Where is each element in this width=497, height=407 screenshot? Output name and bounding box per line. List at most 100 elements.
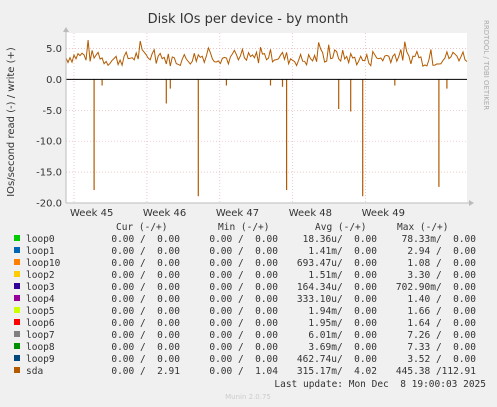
- rrdtool-side-label: RRDTOOL / TOBI OETIKER: [482, 20, 490, 110]
- legend-cur-loop2: 0.00 / 0.00: [111, 270, 180, 281]
- y-tick-label: -5.0: [42, 106, 62, 117]
- legend-min-loop10: 0.00 / 0.00: [209, 258, 278, 269]
- legend-swatch-loop9: [14, 355, 20, 361]
- legend-max-loop0: 78.33m/ 0.00: [402, 234, 477, 245]
- legend-cur-loop3: 0.00 / 0.00: [111, 282, 180, 293]
- legend: Cur (-/+) Min (-/+) Avg (-/+) Max (-/+) …: [14, 222, 476, 377]
- y-tick-labels: 5.0 0.0 -5.0 -10.0 -15.0 -20.0: [36, 44, 62, 210]
- legend-max-loop4: 1.40 / 0.00: [407, 294, 476, 305]
- x-tick-label: Week 45: [70, 208, 113, 219]
- y-tick-label: -10.0: [36, 137, 62, 148]
- legend-swatch-loop5: [14, 307, 20, 313]
- munin-version-footer: Munin 2.0.75: [225, 393, 271, 401]
- legend-max-loop10: 1.08 / 0.00: [407, 258, 476, 269]
- legend-avg-sda: 315.17m/ 4.02: [297, 366, 377, 377]
- legend-max-loop9: 3.52 / 0.00: [407, 354, 476, 365]
- legend-max-loop3: 702.90m/ 0.00: [396, 282, 476, 293]
- legend-cur-loop1: 0.00 / 0.00: [111, 246, 180, 257]
- legend-swatch-loop0: [14, 235, 20, 241]
- legend-min-loop3: 0.00 / 0.00: [209, 282, 278, 293]
- legend-avg-loop2: 1.51m/ 0.00: [308, 270, 377, 281]
- x-tick-label: Week 49: [362, 208, 405, 219]
- legend-label-loop1: loop1: [26, 246, 55, 257]
- legend-cur-loop4: 0.00 / 0.00: [111, 294, 180, 305]
- legend-avg-loop9: 462.74u/ 0.00: [297, 354, 377, 365]
- legend-avg-loop7: 6.01m/ 0.00: [308, 330, 377, 341]
- series-lines: [65, 40, 468, 197]
- legend-avg-loop4: 333.10u/ 0.00: [297, 294, 377, 305]
- legend-max-loop1: 2.94 / 0.00: [407, 246, 476, 257]
- legend-label-loop8: loop8: [26, 342, 55, 353]
- legend-cur-loop6: 0.00 / 0.00: [111, 318, 180, 329]
- legend-min-loop5: 0.00 / 0.00: [209, 306, 278, 317]
- legend-swatch-loop4: [14, 295, 20, 301]
- legend-swatch-loop6: [14, 319, 20, 325]
- legend-header-min: Min (-/+): [218, 222, 269, 233]
- legend-label-loop7: loop7: [26, 330, 55, 341]
- legend-max-loop5: 1.66 / 0.00: [407, 306, 476, 317]
- legend-label-loop10: loop10: [26, 258, 61, 269]
- legend-min-loop7: 0.00 / 0.00: [209, 330, 278, 341]
- y-tick-label: 0.0: [46, 75, 62, 86]
- legend-max-loop6: 1.64 / 0.00: [407, 318, 476, 329]
- plot-area: [66, 33, 467, 203]
- legend-max-loop2: 3.30 / 0.00: [407, 270, 476, 281]
- legend-label-loop4: loop4: [26, 294, 55, 305]
- legend-label-loop5: loop5: [26, 306, 55, 317]
- legend-avg-loop0: 18.36u/ 0.00: [303, 234, 378, 245]
- legend-swatch-loop2: [14, 271, 20, 277]
- legend-min-loop8: 0.00 / 0.00: [209, 342, 278, 353]
- legend-min-loop4: 0.00 / 0.00: [209, 294, 278, 305]
- legend-min-loop1: 0.00 / 0.00: [209, 246, 278, 257]
- legend-max-loop8: 7.33 / 0.00: [407, 342, 476, 353]
- legend-swatch-loop1: [14, 247, 20, 253]
- y-tick-label: 5.0: [46, 44, 62, 55]
- legend-swatch-sda: [14, 367, 20, 373]
- legend-avg-loop8: 3.69m/ 0.00: [308, 342, 377, 353]
- legend-cur-loop7: 0.00 / 0.00: [111, 330, 180, 341]
- legend-min-loop2: 0.00 / 0.00: [209, 270, 278, 281]
- legend-max-sda: 445.38 /112.91: [396, 366, 476, 377]
- last-update-text: Last update: Mon Dec 8 19:00:03 2025: [274, 379, 486, 390]
- legend-swatch-loop3: [14, 283, 20, 289]
- legend-cur-loop9: 0.00 / 0.00: [111, 354, 180, 365]
- legend-avg-loop1: 1.41m/ 0.00: [308, 246, 377, 257]
- x-tick-label: Week 47: [216, 208, 259, 219]
- legend-label-sda: sda: [26, 366, 43, 377]
- axes: [63, 27, 474, 206]
- sda-write-line: [65, 40, 468, 68]
- legend-header-max: Max (-/+): [397, 222, 448, 233]
- legend-label-loop2: loop2: [26, 270, 55, 281]
- x-tick-label: Week 46: [143, 208, 186, 219]
- legend-label-loop0: loop0: [26, 234, 55, 245]
- y-tick-label: -15.0: [36, 168, 62, 179]
- legend-avg-loop10: 693.47u/ 0.00: [297, 258, 377, 269]
- legend-swatch-loop7: [14, 331, 20, 337]
- legend-cur-loop8: 0.00 / 0.00: [111, 342, 180, 353]
- legend-min-loop9: 0.00 / 0.00: [209, 354, 278, 365]
- legend-label-loop3: loop3: [26, 282, 55, 293]
- x-tick-label: Week 48: [289, 208, 332, 219]
- x-axis-arrow: [469, 200, 474, 206]
- x-tick-labels: Week 45 Week 46 Week 47 Week 48 Week 49: [70, 208, 405, 219]
- y-axis-arrow: [63, 27, 69, 32]
- legend-label-loop6: loop6: [26, 318, 55, 329]
- legend-max-loop7: 7.26 / 0.00: [407, 330, 476, 341]
- legend-avg-loop5: 1.94m/ 0.00: [308, 306, 377, 317]
- legend-cur-loop5: 0.00 / 0.00: [111, 306, 180, 317]
- legend-cur-sda: 0.00 / 2.91: [111, 366, 180, 377]
- legend-swatch-loop8: [14, 343, 20, 349]
- legend-header-avg: Avg (-/+): [315, 222, 366, 233]
- chart-title: Disk IOs per device - by month: [148, 12, 349, 27]
- legend-min-loop6: 0.00 / 0.00: [209, 318, 278, 329]
- y-axis-label: IOs/second read (-) / write (+): [6, 47, 17, 197]
- legend-min-loop0: 0.00 / 0.00: [209, 234, 278, 245]
- legend-label-loop9: loop9: [26, 354, 55, 365]
- y-tick-label: -20.0: [36, 199, 62, 210]
- legend-avg-loop6: 1.95m/ 0.00: [308, 318, 377, 329]
- legend-cur-loop0: 0.00 / 0.00: [111, 234, 180, 245]
- legend-avg-loop3: 164.34u/ 0.00: [297, 282, 377, 293]
- legend-min-sda: 0.00 / 1.04: [209, 366, 278, 377]
- legend-cur-loop10: 0.00 / 0.00: [111, 258, 180, 269]
